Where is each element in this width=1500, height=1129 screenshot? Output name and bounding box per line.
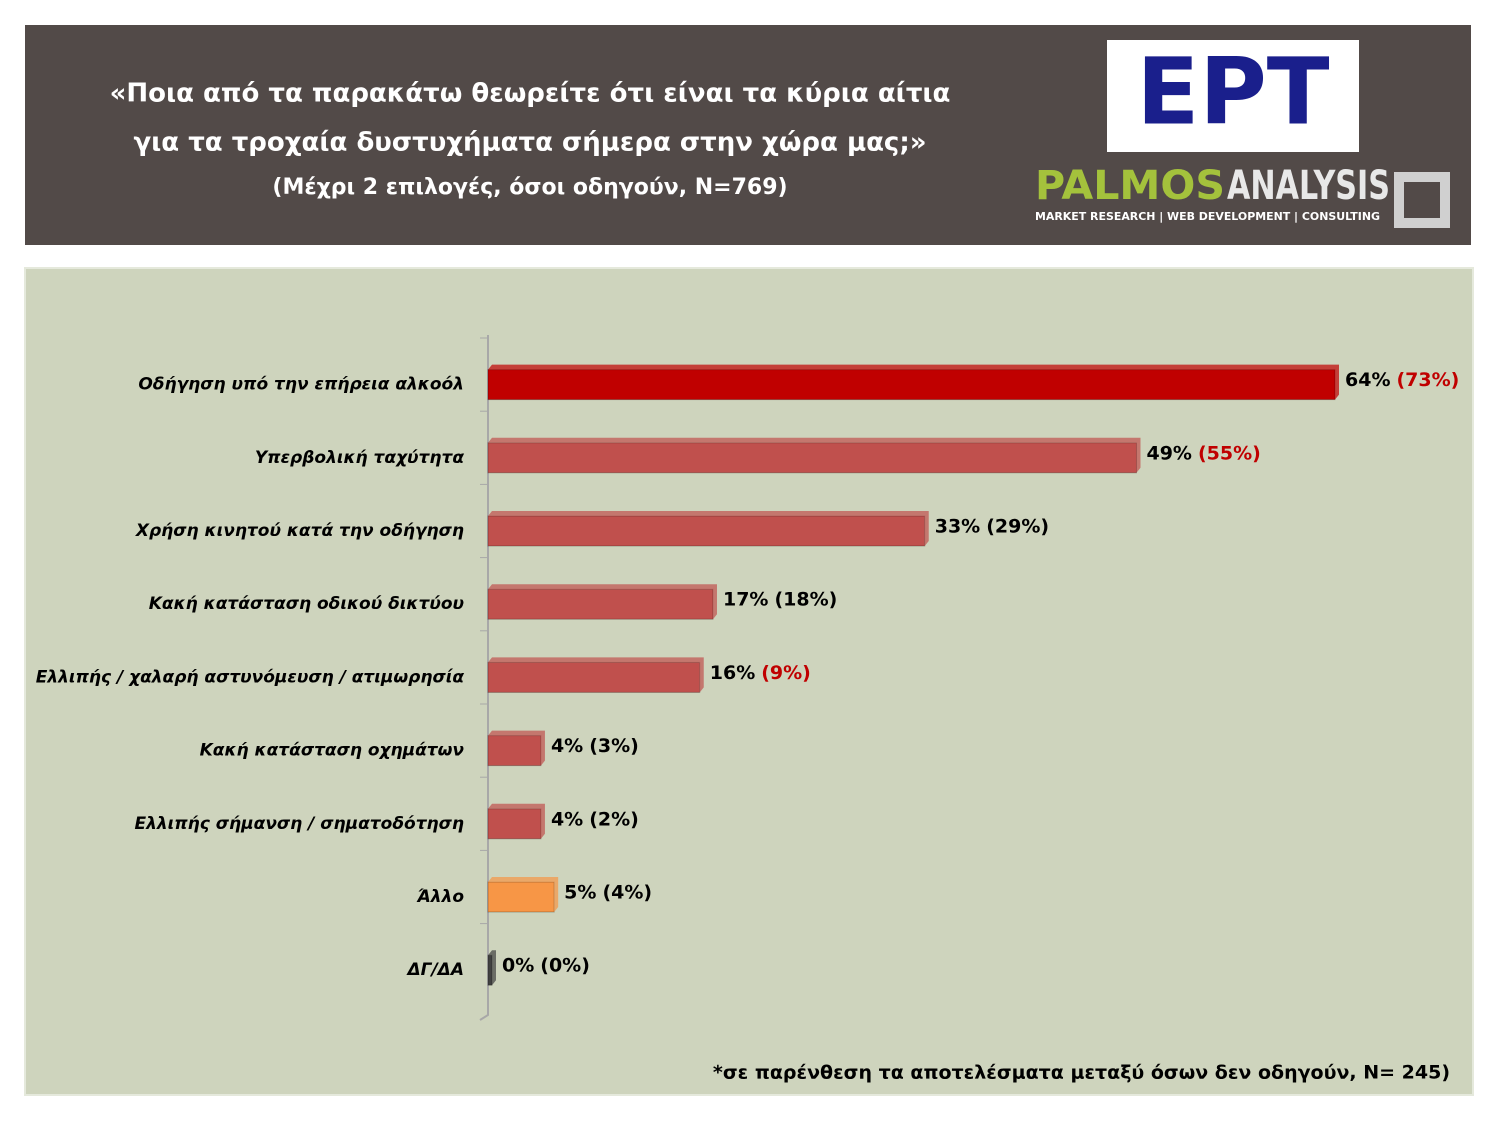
value-label: 16% (710, 662, 755, 684)
secondary-value-label: (73%) (1396, 369, 1459, 391)
bar-depth (488, 950, 496, 986)
bar (487, 735, 542, 767)
secondary-value-label: (55%) (1198, 442, 1261, 464)
category-label: Οδήγηση υπό την επήρεια αλκοόλ (138, 375, 464, 395)
bar-depth (488, 730, 545, 766)
footnote: *σε παρένθεση τα αποτελέσματα μεταξύ όσω… (713, 1062, 1450, 1084)
bar-depth (488, 803, 545, 839)
bar-depth (488, 584, 717, 620)
bar (487, 588, 714, 620)
secondary-value-label: (2%) (589, 808, 639, 830)
bar (487, 661, 701, 693)
subtitle: (Μέχρι 2 επιλογές, όσοι οδηγούν, N=769) (272, 175, 787, 200)
category-axis (479, 335, 489, 1021)
value-label: 4% (551, 808, 583, 830)
bar (487, 954, 493, 986)
category-label: Υπερβολική ταχύτητα (255, 448, 464, 468)
bar-depth (488, 437, 1141, 473)
bar (487, 515, 926, 547)
bar-depth (488, 877, 559, 912)
category-label: Ελλιπής σήμανση / σηματοδότηση (134, 814, 464, 834)
ert-logo-box (1107, 40, 1359, 152)
value-label: 33% (935, 516, 980, 538)
logo-tagline: MARKET RESEARCH | WEB DEVELOPMENT | CONS… (1035, 210, 1380, 223)
secondary-value-label: (3%) (589, 735, 639, 757)
title-line: για τα τροχαία δυστυχήματα σήμερα στην χ… (133, 128, 926, 158)
secondary-value-label: (18%) (774, 589, 837, 611)
logo-analysis: ANALYSIS (1227, 163, 1390, 209)
bar (487, 808, 542, 840)
bar-depth (488, 657, 704, 693)
logo-palmos: PALMOS (1035, 163, 1225, 209)
chart-panel (24, 267, 1474, 1096)
secondary-value-label: (4%) (602, 882, 652, 904)
category-label: ΔΓ/ΔΑ (405, 960, 464, 980)
category-label: Άλλο (416, 887, 464, 907)
bar-depth (488, 511, 929, 546)
value-label: 17% (723, 589, 768, 611)
title-line: «Ποια από τα παρακάτω θεωρείτε ότι είναι… (110, 79, 951, 109)
category-label: Ελλιπής / χαλαρή αστυνόμευση / ατιμωρησί… (36, 667, 465, 687)
secondary-value-label: (0%) (540, 955, 590, 977)
value-label: 49% (1146, 442, 1191, 464)
secondary-value-label: (29%) (986, 516, 1049, 538)
bar-depth (488, 364, 1339, 400)
logo-icon (1394, 172, 1450, 228)
bar (487, 369, 1336, 401)
ert-logo: EPT (1136, 38, 1329, 145)
category-label: Κακή κατάσταση οχημάτων (200, 741, 465, 761)
category-label: Χρήση κινητού κατά την οδήγηση (135, 521, 464, 541)
secondary-value-label: (9%) (761, 662, 811, 684)
value-label: 0% (502, 955, 534, 977)
value-label: 64% (1345, 369, 1390, 391)
bar (487, 442, 1137, 474)
value-label: 4% (551, 735, 583, 757)
category-label: Κακή κατάσταση οδικού δικτύου (149, 594, 464, 614)
bar (487, 881, 555, 913)
value-label: 5% (564, 882, 596, 904)
